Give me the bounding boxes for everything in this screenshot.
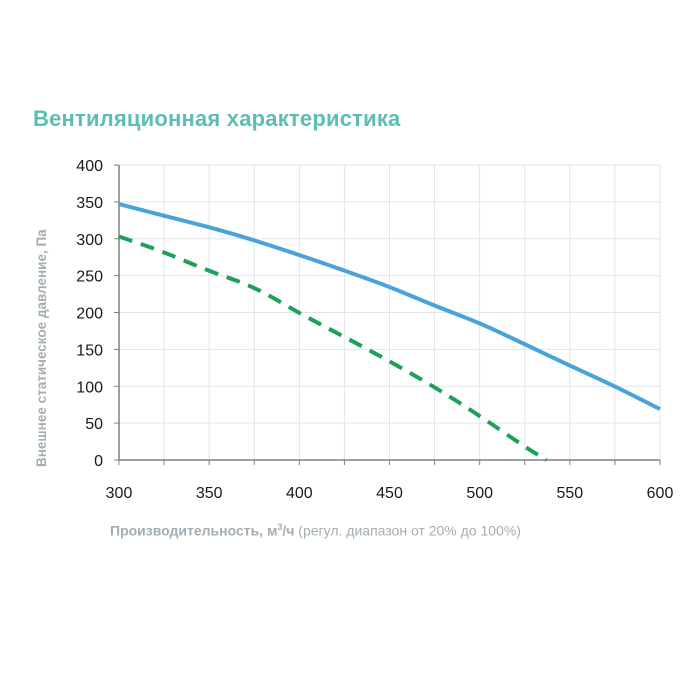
x-tick-label: 500 (466, 485, 493, 502)
x-axis-label-sup: 3 (277, 522, 283, 532)
y-tick-label: 250 (76, 269, 103, 286)
x-axis-label-note: (регул. диапазон от 20% до 100%) (294, 522, 521, 539)
data-series (118, 202, 661, 462)
chart-title: Вентиляционная характеристика (33, 106, 401, 131)
series-line-dashed (118, 234, 548, 462)
x-tick-label: 550 (556, 485, 583, 502)
y-tick-label: 400 (76, 158, 103, 175)
x-axis-label-main: Производительность, м (110, 522, 278, 539)
y-tick-label: 150 (76, 342, 103, 359)
y-tick-label: 0 (94, 453, 103, 470)
x-axis-label-unit: /ч (282, 522, 295, 539)
y-tick-label: 300 (76, 232, 103, 249)
x-tick-label: 450 (376, 485, 403, 502)
grid-lines (119, 164, 661, 460)
y-axis-label: Внешнее статическое давление, Па (34, 229, 49, 467)
tick-labels: 0 50 100 150 200 250 300 350 400 300 350 400 450 500 5… (76, 158, 673, 502)
series-line-solid (118, 202, 661, 411)
x-tick-label: 600 (647, 485, 674, 502)
x-axis-label: Производительность, м3/ч (регул. диапазо… (110, 522, 521, 539)
y-tick-label: 200 (76, 306, 103, 323)
x-tick-label: 400 (286, 485, 313, 502)
y-tick-label: 50 (85, 416, 103, 433)
axes (114, 164, 661, 465)
x-tick-label: 350 (196, 485, 223, 502)
y-tick-label: 100 (76, 379, 103, 396)
y-tick-label: 350 (76, 195, 103, 212)
x-tick-label: 300 (106, 485, 133, 502)
